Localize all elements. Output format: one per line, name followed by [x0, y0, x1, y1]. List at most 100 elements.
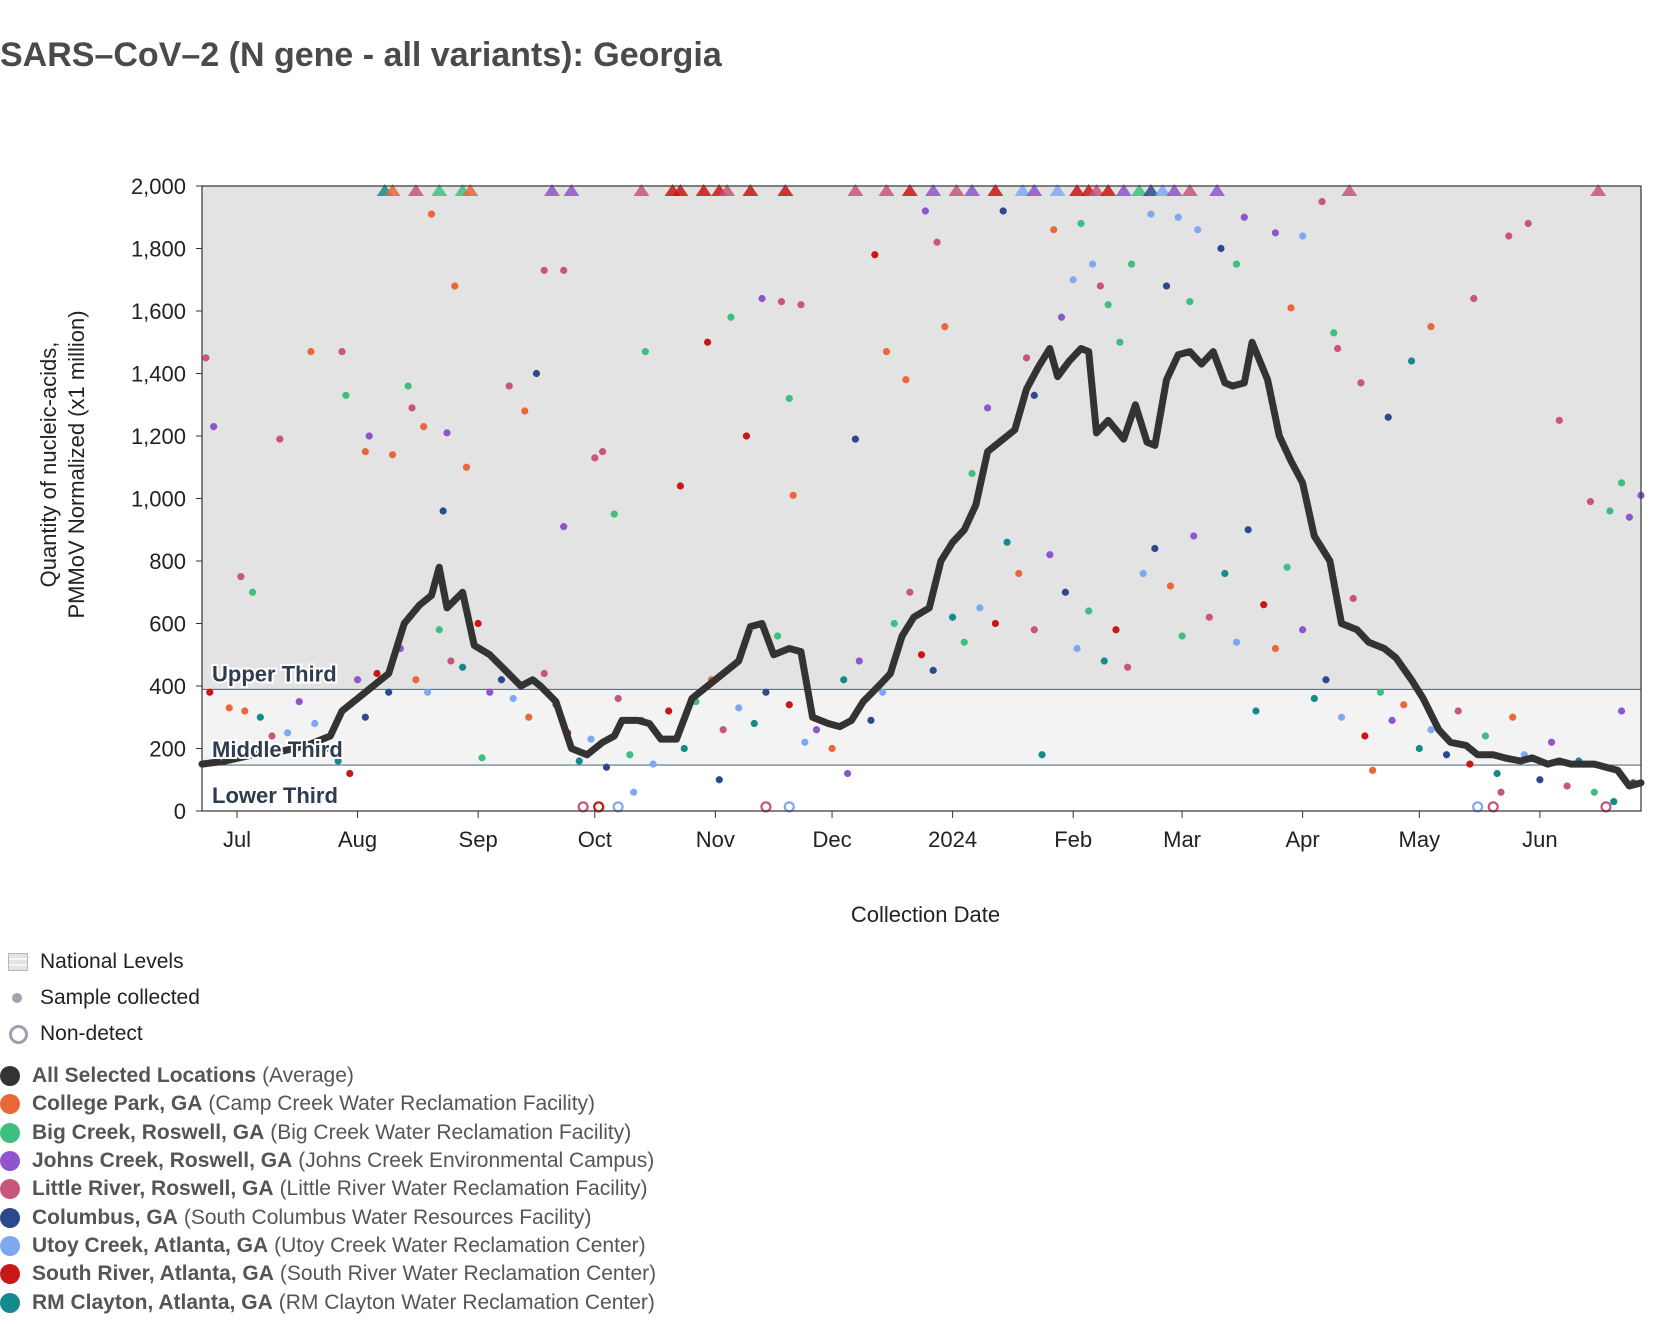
- legend-sample-collected[interactable]: Sample collected: [6, 980, 906, 1016]
- y-axis-label-line: PMMoV Normalized (x1 million): [64, 310, 89, 618]
- sample-point: [1466, 760, 1474, 768]
- sample-point: [1061, 588, 1069, 596]
- sample-point: [840, 676, 848, 684]
- location-name: Little River, Roswell, GA: [32, 1177, 274, 1201]
- sample-point: [505, 382, 513, 390]
- location-facility: (Utoy Creek Water Reclamation Center): [274, 1233, 646, 1257]
- y-tick-label: 1,400: [131, 362, 186, 387]
- above-range-marker: [925, 184, 942, 196]
- sample-point: [1030, 391, 1038, 399]
- sample-point: [322, 744, 331, 753]
- legend: National Levels Sample collected Non-det…: [6, 944, 906, 1052]
- bands-layer: [202, 186, 1641, 811]
- sample-point: [1442, 751, 1451, 759]
- sample-point: [676, 482, 684, 490]
- y-tick-label: 1,000: [131, 487, 186, 512]
- above-range-marker: [878, 184, 895, 196]
- y-tick-label: 1,800: [131, 237, 186, 262]
- sample-point: [785, 394, 793, 403]
- sample-point: [1190, 532, 1198, 540]
- sample-point: [933, 238, 941, 246]
- sample-point: [237, 573, 245, 581]
- sample-point: [1330, 329, 1338, 337]
- location-legend-item[interactable]: Little River, Roswell, GA (Little River W…: [0, 1175, 900, 1203]
- sample-point: [999, 207, 1007, 215]
- above-range-marker: [544, 184, 561, 196]
- above-range-marker: [1049, 184, 1066, 196]
- sample-point: [210, 423, 218, 431]
- sample-point: [1361, 732, 1369, 740]
- sample-point: [1369, 766, 1377, 774]
- sample-point: [256, 713, 264, 721]
- sample-point: [641, 348, 649, 356]
- sample-point: [1384, 413, 1392, 421]
- location-legend-item[interactable]: Big Creek, Roswell, GA (Big Creek Water R…: [0, 1119, 900, 1147]
- sample-point: [1497, 788, 1505, 796]
- above-range-marker: [1069, 184, 1086, 196]
- sample-point: [1174, 213, 1182, 221]
- above-range-marker: [563, 184, 580, 196]
- sample-point: [758, 294, 766, 303]
- sample-point: [789, 491, 797, 499]
- sample-point: [727, 313, 735, 321]
- location-legend-item[interactable]: Johns Creek, Roswell, GA (Johns Creek Env…: [0, 1147, 900, 1175]
- x-tick-label: Oct: [578, 827, 612, 852]
- sample-point: [1271, 644, 1280, 653]
- sample-point: [361, 713, 369, 721]
- sample-point: [929, 666, 937, 674]
- location-legend-item[interactable]: Columbus, GA (South Columbus Water Resour…: [0, 1203, 900, 1231]
- sample-point: [921, 207, 929, 215]
- sample-point: [443, 429, 451, 437]
- sample-point: [1046, 551, 1054, 559]
- above-range-marker: [633, 184, 650, 196]
- legend-non-detect[interactable]: Non-detect: [6, 1016, 906, 1052]
- above-range-marker: [1590, 184, 1607, 196]
- x-axis-label: Collection Date: [851, 902, 1000, 927]
- sample-point: [225, 704, 233, 712]
- points-layer: [202, 198, 1645, 813]
- y-tick-label: 0: [174, 799, 186, 824]
- x-tick-label: Apr: [1286, 827, 1320, 852]
- x-tick-label: 2024: [928, 827, 977, 852]
- location-name: South River, Atlanta, GA: [32, 1262, 274, 1286]
- location-facility: (Big Creek Water Reclamation Facility): [270, 1120, 632, 1144]
- sample-point: [1334, 344, 1342, 353]
- sample-point: [532, 369, 541, 378]
- sample-point: [715, 776, 723, 784]
- sample-point: [742, 432, 751, 440]
- location-dot-icon: [0, 1292, 20, 1313]
- sample-point: [1096, 282, 1105, 290]
- location-legend-item[interactable]: College Park, GA (Camp Creek Water Reclam…: [0, 1090, 900, 1118]
- location-legend-item[interactable]: Utoy Creek, Atlanta, GA (Utoy Creek Water…: [0, 1232, 900, 1260]
- location-legend-item[interactable]: South River, Atlanta, GA (South River Wat…: [0, 1260, 900, 1288]
- sample-point: [1349, 594, 1357, 603]
- above-range-marker: [1209, 184, 1226, 196]
- sample-point: [307, 348, 315, 356]
- location-legend-item[interactable]: RM Clayton, Atlanta, GA (RM Clayton Water…: [0, 1288, 900, 1316]
- sample-point: [202, 354, 210, 362]
- sample-point: [1271, 229, 1280, 237]
- band-label: Upper Third: [212, 661, 337, 686]
- location-dot-icon: [0, 1066, 20, 1087]
- sample-point: [630, 788, 638, 796]
- sample-point: [268, 732, 276, 740]
- sample-point: [447, 657, 455, 665]
- sample-point: [1050, 226, 1058, 234]
- location-dot-icon: [0, 1179, 20, 1200]
- sample-point: [680, 744, 688, 753]
- sample-point: [890, 619, 898, 628]
- sample-point: [844, 769, 852, 778]
- location-legend: All Selected Locations (Average) College P…: [0, 1062, 900, 1317]
- legend-national-levels[interactable]: National Levels: [6, 944, 906, 980]
- sample-point: [610, 510, 618, 518]
- location-facility: (South River Water Reclamation Center): [279, 1262, 657, 1286]
- x-tick-label: Feb: [1054, 827, 1092, 852]
- x-tick-label: Nov: [696, 827, 735, 852]
- location-legend-item[interactable]: All Selected Locations (Average): [0, 1062, 900, 1090]
- sample-point: [486, 688, 494, 696]
- sample-point: [365, 432, 373, 440]
- sample-point: [1139, 569, 1147, 578]
- sample-point: [1147, 210, 1155, 218]
- y-axis-label-line: Quantity of nucleic-acids,: [36, 342, 61, 588]
- location-dot-icon: [0, 1151, 20, 1172]
